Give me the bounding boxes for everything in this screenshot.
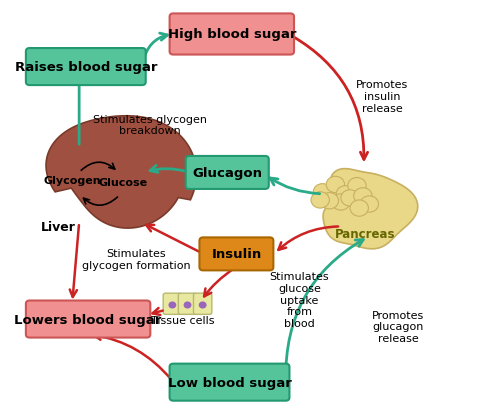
FancyBboxPatch shape — [169, 364, 289, 401]
Text: Raises blood sugar: Raises blood sugar — [14, 61, 157, 74]
Text: Stimulates glycogen
breakdown: Stimulates glycogen breakdown — [93, 115, 207, 136]
Circle shape — [348, 178, 366, 194]
Text: Liver: Liver — [41, 220, 76, 233]
Circle shape — [311, 192, 329, 209]
Circle shape — [341, 190, 359, 207]
Text: Pancreas: Pancreas — [335, 227, 395, 240]
Circle shape — [354, 188, 372, 204]
Polygon shape — [46, 117, 196, 229]
FancyBboxPatch shape — [26, 301, 150, 338]
Text: Promotes
glucagon
release: Promotes glucagon release — [372, 310, 424, 343]
FancyBboxPatch shape — [186, 157, 269, 189]
FancyBboxPatch shape — [169, 14, 294, 55]
Text: Promotes
insulin
release: Promotes insulin release — [356, 80, 408, 113]
Circle shape — [360, 196, 379, 213]
Circle shape — [336, 186, 355, 202]
FancyBboxPatch shape — [179, 294, 197, 315]
Text: High blood sugar: High blood sugar — [168, 28, 296, 41]
Text: Low blood sugar: Low blood sugar — [168, 376, 291, 389]
Text: Stimulates
glycogen formation: Stimulates glycogen formation — [82, 249, 191, 270]
Text: Insulin: Insulin — [211, 248, 262, 261]
Circle shape — [332, 194, 350, 211]
FancyBboxPatch shape — [193, 294, 212, 315]
Circle shape — [326, 177, 345, 193]
Text: Lowers blood sugar: Lowers blood sugar — [14, 313, 162, 326]
FancyBboxPatch shape — [163, 294, 181, 315]
Circle shape — [200, 302, 206, 308]
Text: Glucose: Glucose — [98, 177, 147, 187]
Text: Glucagon: Glucagon — [192, 166, 262, 180]
Text: Glycogen: Glycogen — [44, 175, 101, 185]
Circle shape — [313, 184, 332, 200]
Text: Tissue cells: Tissue cells — [151, 315, 214, 325]
Text: Stimulates
glucose
uptake
from
blood: Stimulates glucose uptake from blood — [270, 272, 329, 328]
Circle shape — [169, 302, 176, 308]
FancyBboxPatch shape — [200, 238, 274, 271]
FancyBboxPatch shape — [26, 49, 146, 86]
Circle shape — [184, 302, 191, 308]
Circle shape — [320, 193, 338, 209]
Circle shape — [350, 200, 369, 217]
Polygon shape — [323, 169, 418, 249]
